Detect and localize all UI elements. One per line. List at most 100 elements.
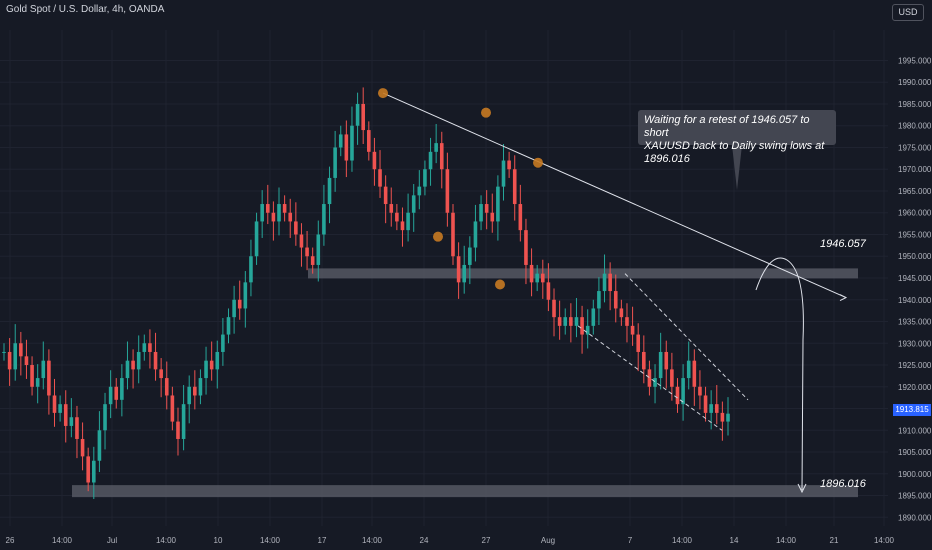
candle-body [2, 351, 6, 353]
candle-body [24, 356, 29, 366]
candle-body [535, 273, 539, 283]
candle-body [254, 221, 259, 257]
candle-body [675, 386, 680, 405]
trendline-arrowhead [839, 294, 848, 302]
support-zone [72, 485, 858, 498]
candle-body [563, 317, 568, 326]
candle-body [714, 404, 719, 413]
candle-body [316, 234, 321, 265]
candle-body [294, 221, 298, 235]
support-level-label: 1896.016 [820, 478, 866, 490]
swing-high-marker [378, 88, 388, 99]
candle-body [709, 404, 713, 413]
candle-body [181, 404, 186, 439]
callout-pointer [732, 145, 742, 190]
price-tick-label: 1990.000 [898, 78, 932, 87]
level-zones [72, 268, 858, 498]
candle-body [35, 378, 40, 387]
candle-body [653, 378, 657, 387]
price-tick-label: 1950.000 [898, 252, 932, 261]
price-tick-label: 1900.000 [898, 470, 932, 479]
candle-body [30, 365, 34, 387]
candle-body [58, 404, 62, 413]
candle-body [720, 412, 725, 422]
candle-body [428, 151, 433, 170]
price-tick-label: 1895.000 [898, 492, 932, 501]
resistance-level-label: 1946.057 [820, 238, 866, 250]
candle-body [642, 351, 646, 370]
price-axis[interactable]: 1890.000 1895.000 1900.000 1905.000 1910.000… [898, 56, 932, 522]
candle-body [232, 299, 236, 318]
currency-button[interactable]: USD [892, 4, 924, 21]
time-tick-label: 14:00 [874, 536, 895, 545]
candle-body [148, 343, 152, 352]
channel-upper-line [624, 273, 749, 401]
candle-body [546, 282, 551, 300]
candle-body [327, 177, 332, 205]
grid [0, 30, 888, 526]
candle-body [692, 360, 697, 387]
candle-body [389, 204, 394, 213]
candle-body [131, 360, 135, 370]
candle-body [19, 343, 23, 357]
candle-body [159, 369, 163, 379]
candle-body [383, 186, 388, 205]
candle-body [103, 404, 107, 431]
candle-body [445, 169, 450, 213]
swing-high-marker [533, 157, 543, 168]
candle-body [52, 395, 57, 413]
time-tick-label: 7 [628, 536, 633, 545]
time-tick-label: 14:00 [776, 536, 797, 545]
time-tick-label: 10 [214, 536, 223, 545]
candle-body [518, 204, 523, 231]
candle-body [540, 273, 545, 283]
current-price-tag: 1913.815 [893, 404, 931, 416]
candle-body [355, 103, 360, 126]
price-tick-label: 1905.000 [898, 448, 932, 457]
time-tick-label: 21 [830, 536, 839, 545]
candle-body [204, 360, 208, 379]
candle-body [120, 378, 124, 400]
candle-body [591, 308, 596, 326]
candle-body [114, 386, 119, 400]
candle-body [451, 212, 455, 257]
candle-body [338, 134, 343, 148]
candle-body [670, 369, 674, 387]
time-tick-label: 14:00 [672, 536, 693, 545]
price-tick-label: 1960.000 [898, 209, 932, 218]
price-tick-label: 1910.000 [898, 426, 932, 435]
channel-lower-line [577, 325, 723, 431]
price-tick-label: 1920.000 [898, 383, 932, 392]
candle-body [282, 204, 287, 213]
candle-body [176, 421, 180, 439]
candle-body [97, 430, 102, 461]
price-tick-label: 1955.000 [898, 230, 932, 239]
candle-body [344, 134, 349, 161]
candle-body [69, 417, 74, 426]
price-tick-label: 1940.000 [898, 296, 932, 305]
candle-body [7, 351, 12, 370]
candle-body [417, 186, 422, 196]
candle-body [187, 386, 192, 405]
swing-low-marker [433, 231, 443, 242]
candle-body [462, 264, 467, 283]
candle-body [574, 317, 579, 326]
candle-body [512, 169, 517, 205]
candle-body [602, 273, 607, 292]
time-tick-label: 14:00 [362, 536, 383, 545]
time-axis[interactable]: 26 14:00 Jul 14:00 10 14:00 17 14:00 24 27 Aug 7 14:… [6, 536, 895, 545]
candle-body [406, 212, 410, 231]
candle-body [698, 386, 702, 396]
candle-body [378, 169, 382, 187]
candle-body [91, 460, 96, 483]
candle-body [468, 247, 472, 265]
candlesticks [2, 87, 730, 500]
candle-body [299, 234, 304, 248]
candle-body [164, 378, 169, 396]
candle-body [153, 351, 158, 370]
candle-body [361, 103, 365, 131]
candle-body [630, 325, 635, 335]
candle-body [496, 186, 500, 222]
candle-body [529, 264, 534, 283]
